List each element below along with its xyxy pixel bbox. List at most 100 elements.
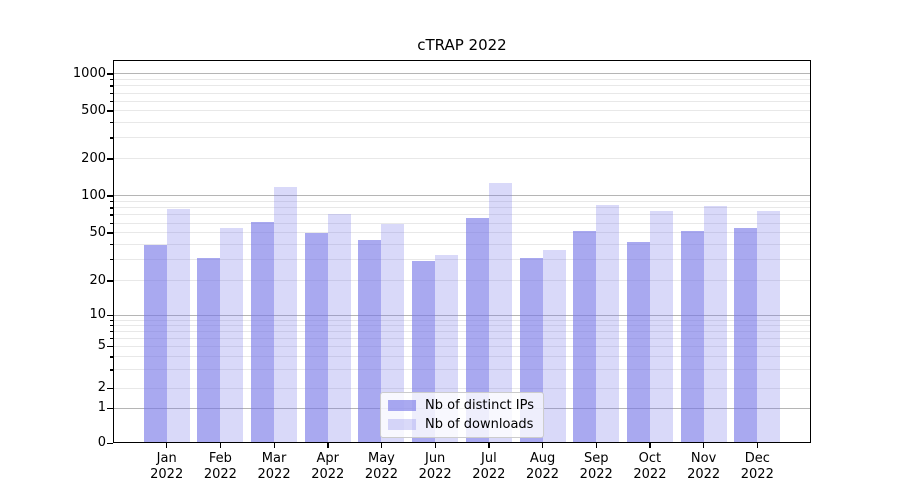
minor-gridline-60 (113, 222, 811, 224)
y-minortick-80 (110, 207, 113, 209)
y-tick-1 (107, 407, 113, 409)
y-minortick-8 (110, 324, 113, 327)
minor-gridline-80 (113, 207, 811, 209)
minor-gridline-4 (113, 356, 811, 358)
y-tick-200 (107, 158, 113, 160)
minor-gridline-9 (113, 319, 811, 321)
y-label-500: 500 (81, 102, 106, 118)
legend-label-distinct-ips: Nb of distinct IPs (425, 398, 534, 413)
y-minortick-400 (110, 122, 113, 124)
y-minortick-300 (110, 137, 113, 139)
minor-gridline-2 (113, 387, 811, 389)
minor-gridline-6 (113, 337, 811, 339)
x-label-mar-2022: Mar 2022 (257, 451, 291, 482)
y-label-5: 5 (97, 338, 106, 354)
y-tick-50 (107, 232, 113, 234)
bar-downloads-feb-2022 (220, 227, 244, 443)
y-label-10: 10 (89, 307, 106, 323)
legend: Nb of distinct IPs Nb of downloads (380, 392, 544, 438)
y-tick-0 (107, 442, 113, 444)
x-label-sep-2022: Sep 2022 (579, 451, 613, 482)
y-minortick-600 (110, 100, 113, 103)
legend-item-downloads: Nb of downloads (388, 417, 534, 432)
y-label-20: 20 (89, 272, 106, 288)
y-minortick-70 (110, 214, 113, 216)
legend-item-distinct-ips: Nb of distinct IPs (388, 398, 534, 413)
minor-gridline-40 (113, 244, 811, 246)
y-tick-20 (107, 280, 113, 282)
y-tick-2 (107, 387, 113, 390)
y-label-100: 100 (81, 187, 106, 203)
y-minortick-900 (110, 79, 113, 81)
bar-downloads-aug-2022 (542, 250, 566, 443)
x-tick-aug-2022 (542, 443, 544, 448)
legend-swatch-downloads-icon (388, 419, 417, 430)
x-tick-feb-2022 (219, 443, 222, 448)
y-minortick-3 (110, 369, 113, 371)
minor-gridline-400 (113, 122, 811, 124)
legend-swatch-distinct-ips-icon (388, 400, 417, 411)
bar-ips-jan-2022 (143, 244, 167, 443)
bar-ips-dec-2022 (734, 227, 758, 443)
bar-downloads-dec-2022 (757, 210, 781, 443)
x-label-oct-2022: Oct 2022 (633, 451, 667, 482)
minor-gridline-3 (113, 369, 811, 371)
bar-ips-may-2022 (358, 239, 382, 443)
plot-area: Nb of distinct IPs Nb of downloads (113, 60, 811, 443)
x-label-may-2022: May 2022 (364, 451, 398, 482)
bar-downloads-apr-2022 (327, 214, 351, 443)
bar-downloads-oct-2022 (649, 211, 673, 443)
minor-gridline-700 (113, 92, 811, 94)
y-tick-500 (107, 110, 113, 112)
minor-gridline-50 (113, 232, 811, 234)
bar-downloads-may-2022 (381, 224, 405, 443)
bar-downloads-jul-2022 (488, 182, 512, 443)
y-tick-10 (107, 314, 113, 317)
x-label-dec-2022: Dec 2022 (740, 451, 774, 482)
y-label-2: 2 (97, 380, 106, 396)
y-tick-5 (107, 345, 113, 348)
x-tick-may-2022 (380, 443, 383, 448)
major-gridline-10 (113, 314, 811, 316)
bar-downloads-nov-2022 (703, 205, 727, 443)
minor-gridline-8 (113, 324, 811, 326)
y-minortick-6 (110, 337, 113, 340)
bar-ips-mar-2022 (251, 222, 275, 443)
y-label-0: 0 (97, 435, 106, 450)
x-label-aug-2022: Aug 2022 (525, 451, 560, 482)
x-tick-jul-2022 (488, 443, 490, 448)
x-tick-jan-2022 (166, 443, 168, 448)
bar-ips-oct-2022 (626, 241, 650, 443)
y-label-50: 50 (89, 224, 106, 240)
legend-label-downloads: Nb of downloads (425, 417, 534, 432)
y-minortick-60 (110, 222, 113, 224)
bar-downloads-sep-2022 (596, 204, 620, 443)
x-tick-oct-2022 (649, 443, 651, 448)
x-tick-nov-2022 (703, 443, 705, 448)
minor-gridline-300 (113, 137, 811, 139)
y-minortick-700 (110, 92, 113, 94)
minor-gridline-30 (113, 259, 811, 261)
bar-ips-sep-2022 (573, 230, 597, 443)
y-minortick-30 (110, 259, 113, 261)
y-label-1: 1 (97, 400, 106, 416)
x-label-feb-2022: Feb 2022 (203, 451, 237, 482)
minor-gridline-70 (113, 214, 811, 216)
x-label-jan-2022: Jan 2022 (150, 451, 184, 482)
x-tick-sep-2022 (595, 443, 598, 448)
x-tick-dec-2022 (756, 443, 759, 448)
bar-ips-feb-2022 (197, 257, 221, 443)
y-minortick-4 (110, 356, 113, 358)
major-gridline-100 (113, 195, 811, 197)
x-tick-jun-2022 (434, 443, 436, 448)
y-minortick-90 (110, 201, 113, 203)
minor-gridline-90 (113, 201, 811, 202)
y-label-1000: 1000 (72, 65, 106, 81)
minor-gridline-20 (113, 280, 811, 282)
bar-ips-jul-2022 (465, 218, 489, 443)
x-label-jul-2022: Jul 2022 (472, 451, 506, 482)
x-tick-mar-2022 (273, 443, 275, 448)
bar-ips-apr-2022 (304, 232, 328, 443)
x-label-jun-2022: Jun 2022 (418, 451, 452, 482)
